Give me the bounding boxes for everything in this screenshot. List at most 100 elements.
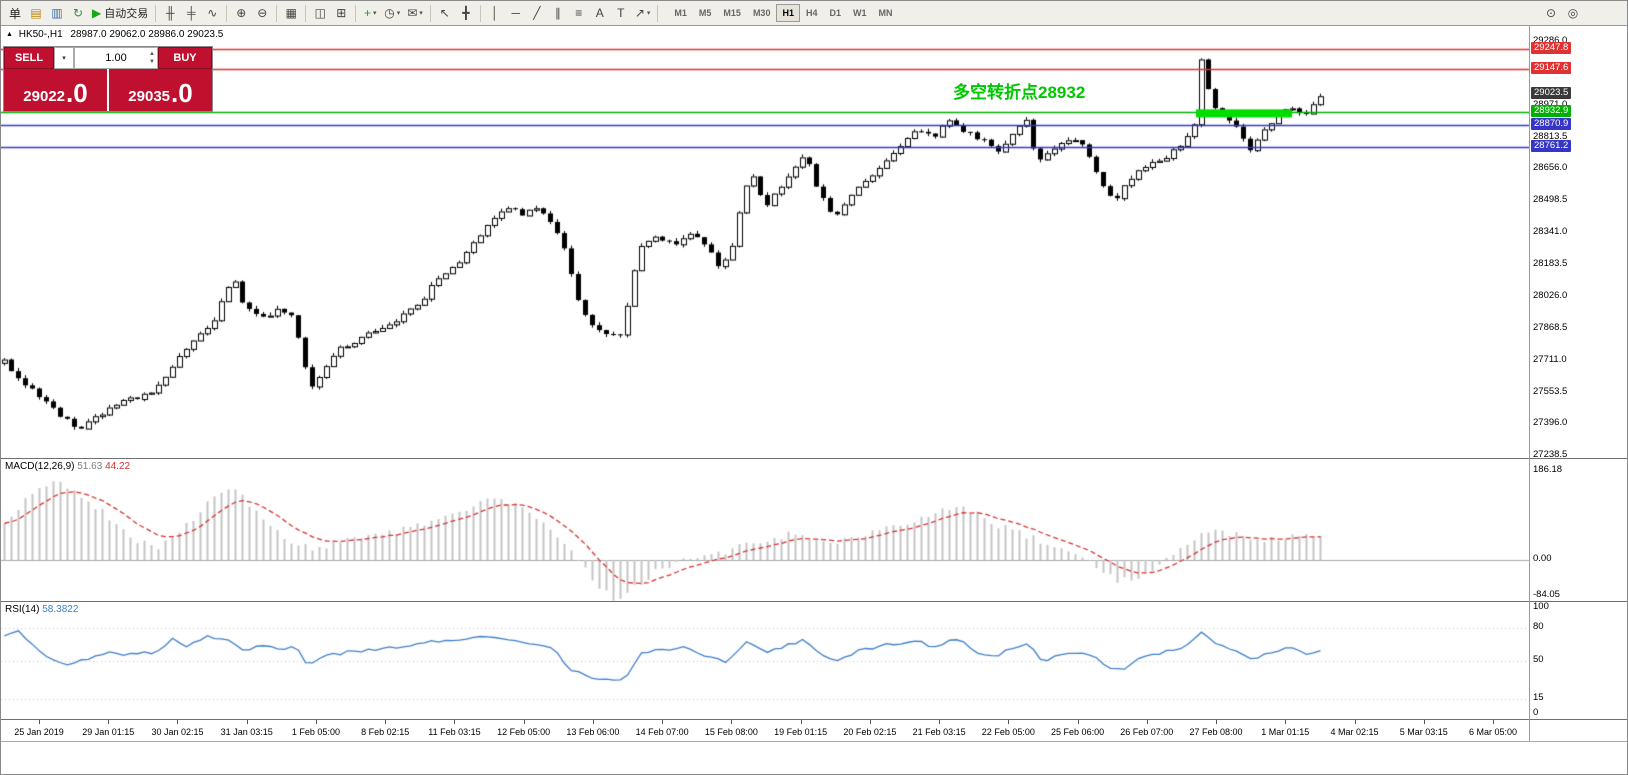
sell-price[interactable]: 29022 .0 (4, 69, 109, 111)
buy-price[interactable]: 29035 .0 (109, 69, 212, 111)
new-chart-icon: + (363, 6, 371, 20)
toolbar-right-group: ⊙ ◎ (1541, 3, 1583, 23)
line-chart-button[interactable]: ∿ (202, 3, 222, 23)
time-axis-label: 22 Feb 05:00 (981, 727, 1035, 737)
equidistant-channel-icon: ∥ (554, 6, 561, 20)
time-tick (592, 720, 594, 724)
text-label-button[interactable]: T (611, 3, 631, 23)
buy-button[interactable]: BUY (158, 47, 212, 69)
auto-refresh-icon: ↻ (72, 6, 84, 20)
timeframe-m5-button[interactable]: M5 (698, 8, 712, 18)
toolbar-separator (226, 4, 228, 22)
price-tick-label: 27553.5 (1533, 385, 1568, 397)
time-tick (246, 720, 248, 724)
macd-name: MACD(12,26,9) (5, 461, 75, 472)
rsi-canvas[interactable] (1, 603, 1529, 719)
auto-refresh-button[interactable]: ↻ (68, 3, 88, 23)
time-tick (1146, 720, 1148, 724)
time-axis-label: 27 Feb 08:00 (1189, 727, 1243, 737)
arrow-tools-button[interactable]: ↗ ▾ (632, 3, 654, 23)
time-axis-label: 1 Feb 05:00 (291, 727, 340, 737)
pivot-annotation[interactable]: 多空转折点28932 (953, 83, 1086, 102)
arrange-tile-button[interactable]: ◫ (310, 3, 330, 23)
price-tick-label: 27238.5 (1533, 449, 1568, 458)
quick-help-button[interactable]: ◎ (1563, 3, 1583, 23)
timeframe-m1-button[interactable]: M1 (674, 8, 687, 18)
profiles-icon: ▤ (30, 6, 42, 20)
macd-canvas[interactable] (1, 460, 1529, 601)
chevron-down-icon: ▾ (396, 10, 401, 17)
order-type-dropdown[interactable]: ▾ (54, 47, 74, 69)
time-tick (454, 720, 456, 724)
time-axis[interactable]: 25 Jan 2019 29 Jan 01:15 30 Jan 02:15 31 Ja… (1, 719, 1627, 742)
macd-axis-label: 186.18 (1533, 463, 1563, 475)
timeframe-h4-button[interactable]: H4 (805, 8, 818, 18)
timeframe-w1-button[interactable]: W1 (853, 8, 867, 18)
price-tick-label: 28341.0 (1533, 226, 1568, 238)
trendline-icon: ╱ (533, 6, 541, 20)
price-chart-panel: ▲ HK50-,H1 28987.0 29062.0 28986.0 29023… (1, 26, 1627, 458)
templates-button[interactable]: ✉ ▾ (404, 3, 426, 23)
volume-stepper[interactable]: ▲ ▼ (149, 50, 155, 66)
volume-input[interactable] (90, 52, 142, 64)
search-button[interactable]: ⊙ (1541, 3, 1561, 23)
toolbar-separator (479, 4, 481, 22)
symbol-info: ▲ HK50-,H1 28987.0 29062.0 28986.0 29023… (6, 29, 223, 40)
axis-separator (1529, 26, 1530, 741)
crosshair-icon: ╋ (462, 6, 470, 20)
trendline-button[interactable]: ╱ (527, 3, 547, 23)
timeframe-h1-button[interactable]: H1 (776, 4, 800, 22)
line-chart-icon: ∿ (207, 6, 218, 20)
zoom-out-icon: ⊖ (257, 6, 268, 20)
quick-help-icon: ◎ (1567, 6, 1579, 20)
candlestick-chart-button[interactable]: ╪ (181, 3, 201, 23)
periods-button[interactable]: ◷ ▾ (381, 3, 403, 23)
vertical-line-button[interactable]: │ (485, 3, 505, 23)
market-watch-button[interactable]: ▥ (47, 3, 67, 23)
timeframe-m15-button[interactable]: M15 (723, 8, 741, 18)
rsi-panel: RSI(14) 58.3822 100 80 50 15 0 (1, 601, 1627, 719)
fibonacci-button[interactable]: ≡ (569, 3, 589, 23)
price-level-label: 29247.8 (1531, 41, 1572, 54)
crosshair-button[interactable]: ╋ (456, 3, 476, 23)
price-tick-label: 27711.0 (1533, 353, 1567, 365)
timeframe-mn-button[interactable]: MN (878, 8, 893, 18)
sell-price-frac: .0 (66, 77, 88, 108)
stepper-up-icon[interactable]: ▲ (149, 51, 155, 57)
cursor-button[interactable]: ↖ (435, 3, 455, 23)
time-axis-label: 20 Feb 02:15 (843, 727, 897, 737)
zoom-in-button[interactable]: ⊕ (231, 3, 251, 23)
stepper-down-icon[interactable]: ▼ (149, 59, 155, 65)
timeframe-d1-button[interactable]: D1 (829, 8, 841, 18)
horizontal-line-button[interactable]: ─ (506, 3, 526, 23)
zoom-out-button[interactable]: ⊖ (252, 3, 272, 23)
new-chart-button[interactable]: + ▾ (360, 3, 380, 23)
time-axis-label: 12 Feb 05:00 (497, 727, 551, 737)
time-tick (177, 720, 179, 724)
time-axis-label: 6 Mar 05:00 (1468, 727, 1518, 737)
text-button[interactable]: A (590, 3, 610, 23)
sell-button[interactable]: SELL (4, 47, 54, 69)
autotrading-button[interactable]: ▶ 自动交易 (89, 3, 151, 23)
collapse-triangle-icon[interactable]: ▲ (6, 31, 13, 38)
time-axis-label: 25 Jan 2019 (14, 727, 64, 737)
tile-windows-button[interactable]: ▦ (281, 3, 301, 23)
arrange-cascade-button[interactable]: ⊞ (331, 3, 351, 23)
timeframe-m30-button[interactable]: M30 (752, 8, 771, 18)
price-tick-label: 28656.0 (1533, 162, 1568, 174)
bar-chart-button[interactable]: ╫ (160, 3, 180, 23)
time-axis-label: 21 Feb 03:15 (912, 727, 966, 737)
equidistant-channel-button[interactable]: ∥ (548, 3, 568, 23)
time-axis-label: 11 Feb 03:15 (428, 727, 481, 737)
price-level-label: 28761.2 (1531, 140, 1572, 153)
profiles-button[interactable]: ▤ (26, 3, 46, 23)
macd-panel: MACD(12,26,9) 51.63 44.22 186.18 0.00 -84.… (1, 458, 1627, 601)
new-order-button[interactable]: 单 (5, 3, 25, 23)
time-axis-label: 25 Feb 06:00 (1051, 727, 1105, 737)
price-tick-label: 29286.0 (1533, 34, 1568, 46)
time-tick (1285, 720, 1287, 724)
text-icon: A (595, 6, 604, 20)
price-chart-canvas[interactable] (1, 26, 1529, 458)
time-tick (1493, 720, 1494, 724)
toolbar-separator (657, 4, 659, 22)
